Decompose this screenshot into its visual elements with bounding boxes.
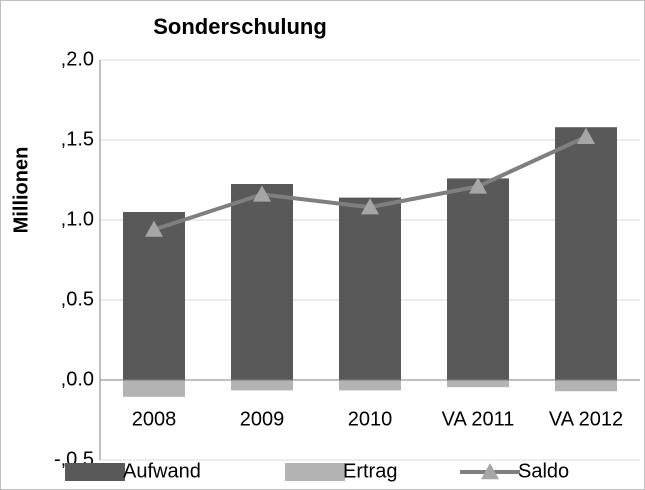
y-tick-label: ,0.0: [61, 368, 94, 390]
bar: [123, 380, 185, 397]
legend-swatch: [285, 463, 345, 481]
marker: [469, 177, 487, 194]
bar: [555, 127, 617, 380]
marker: [361, 198, 379, 215]
legend-label: Aufwand: [123, 460, 201, 482]
bar: [231, 380, 293, 391]
x-tick-label: VA 2012: [549, 408, 623, 430]
legend-marker: [481, 463, 499, 480]
y-axis-label: Millionen: [10, 147, 32, 234]
bar: [123, 212, 185, 380]
bar: [231, 184, 293, 380]
y-tick-label: ,1.0: [61, 208, 94, 230]
legend-swatch: [65, 463, 125, 481]
chart-title: Sonderschulung: [153, 14, 327, 39]
legend-label: Ertrag: [343, 460, 397, 482]
bar: [447, 178, 509, 380]
legend-label: Saldo: [518, 460, 569, 482]
y-tick-label: ,0.5: [61, 288, 94, 310]
bar: [339, 197, 401, 380]
bar: [339, 380, 401, 391]
marker: [145, 220, 163, 237]
bar: [447, 380, 509, 388]
bar: [555, 380, 617, 392]
marker: [577, 127, 595, 144]
marker: [253, 185, 271, 202]
y-tick-label: ,1.5: [61, 128, 94, 150]
y-tick-label: ,2.0: [61, 48, 94, 70]
x-tick-label: 2010: [348, 408, 393, 430]
x-tick-label: 2009: [240, 408, 285, 430]
x-tick-label: VA 2011: [442, 408, 515, 430]
x-tick-label: 2008: [132, 408, 177, 430]
